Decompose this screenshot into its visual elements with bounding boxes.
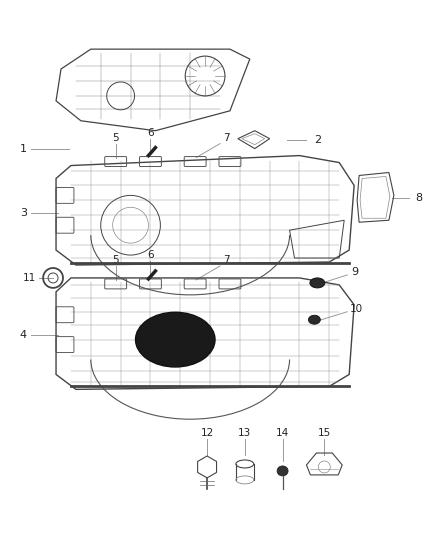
Text: 6: 6 bbox=[147, 250, 154, 260]
Text: 11: 11 bbox=[23, 273, 36, 283]
Text: 5: 5 bbox=[113, 133, 119, 143]
Ellipse shape bbox=[135, 312, 215, 367]
Text: 7: 7 bbox=[223, 133, 229, 143]
Text: 12: 12 bbox=[201, 428, 214, 438]
Text: 15: 15 bbox=[318, 428, 331, 438]
Ellipse shape bbox=[308, 315, 320, 324]
Text: 14: 14 bbox=[276, 428, 289, 438]
Ellipse shape bbox=[277, 466, 288, 476]
Text: 8: 8 bbox=[415, 193, 422, 204]
Text: 6: 6 bbox=[147, 128, 154, 138]
Text: 2: 2 bbox=[314, 135, 321, 144]
Text: 13: 13 bbox=[238, 428, 251, 438]
Ellipse shape bbox=[310, 278, 325, 288]
Text: 1: 1 bbox=[20, 143, 27, 154]
Text: 10: 10 bbox=[350, 304, 363, 314]
Text: 5: 5 bbox=[113, 255, 119, 265]
Text: 4: 4 bbox=[20, 329, 27, 340]
Text: 3: 3 bbox=[20, 208, 27, 219]
Text: 9: 9 bbox=[352, 267, 359, 277]
Text: 7: 7 bbox=[223, 255, 229, 265]
